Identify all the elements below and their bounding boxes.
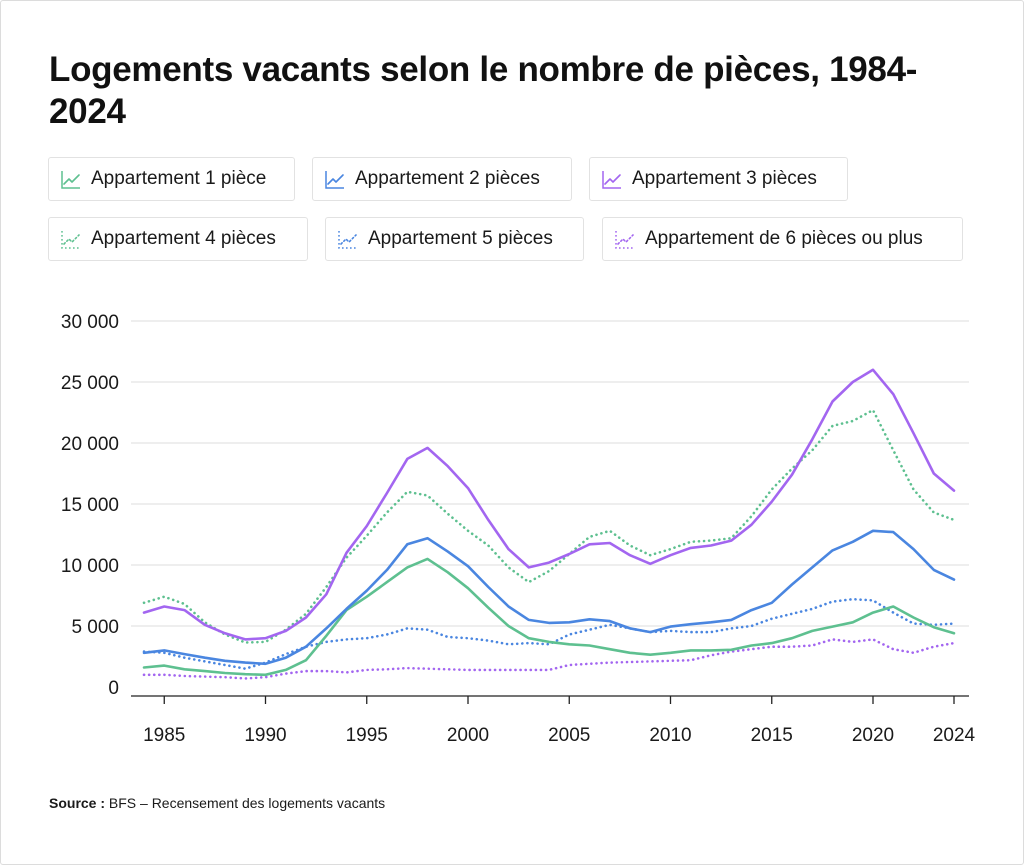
- legend-label: Appartement 5 pièces: [368, 228, 553, 249]
- series-line-4: [142, 408, 956, 644]
- x-tick-label: 1985: [143, 725, 185, 746]
- dotted-line-chart-icon: [615, 231, 634, 249]
- line-chart-icon: [325, 171, 344, 189]
- legend-label: Appartement 1 pièce: [91, 168, 267, 189]
- legend-item-3[interactable]: Appartement 3 pièces: [589, 157, 848, 201]
- legend-label: Appartement 4 pièces: [91, 228, 276, 249]
- y-tick-label: 25 000: [61, 373, 119, 394]
- line-chart-icon: [602, 171, 621, 189]
- y-tick-label: 15 000: [61, 495, 119, 516]
- legend-item-5[interactable]: Appartement 5 pièces: [325, 217, 584, 261]
- source-label: Source :: [49, 795, 106, 811]
- series-line-2: [142, 529, 956, 666]
- dotted-line-chart-icon: [61, 231, 80, 249]
- series-line-6: [142, 638, 956, 680]
- dotted-line-chart-icon: [338, 231, 357, 249]
- legend-label: Appartement 2 pièces: [355, 168, 540, 189]
- x-tick-label: 2000: [447, 725, 489, 746]
- y-tick-label: 20 000: [61, 434, 119, 455]
- x-tick-label: 2015: [751, 725, 793, 746]
- x-tick-label: 1995: [346, 725, 388, 746]
- series-line-5: [142, 597, 956, 671]
- legend-item-6[interactable]: Appartement de 6 pièces ou plus: [602, 217, 963, 261]
- series-line-3: [142, 368, 956, 641]
- line-chart: 0 5 000 10 000 15 000 20 000 25 000 30 000 198…: [61, 312, 976, 746]
- series-line-1: [142, 557, 956, 677]
- legend-item-2[interactable]: Appartement 2 pièces: [312, 157, 572, 201]
- line-chart-icon: [61, 171, 80, 189]
- legend-label: Appartement 3 pièces: [632, 168, 817, 189]
- y-tick-label: 30 000: [61, 312, 119, 333]
- y-tick-labels: 0 5 000 10 000 15 000 20 000 25 000 30 000: [61, 312, 119, 699]
- y-tick-label: 5 000: [71, 617, 119, 638]
- grid-lines: [131, 320, 969, 627]
- source-note: Source : BFS – Recensement des logements…: [49, 795, 385, 811]
- chart-title: Logements vacants selon le nombre de piè…: [49, 50, 918, 131]
- x-axis: 1985 1990 1995 2000 2005 2010 2015 2020 2024: [131, 695, 976, 746]
- legend-label: Appartement de 6 pièces ou plus: [645, 228, 923, 249]
- x-tick-label: 1990: [244, 725, 286, 746]
- series-lines: [142, 368, 956, 680]
- x-tick-label: 2024: [933, 725, 976, 746]
- y-tick-label: 10 000: [61, 556, 119, 577]
- legend-item-4[interactable]: Appartement 4 pièces: [48, 217, 308, 261]
- y-tick-label: 0: [108, 678, 119, 699]
- x-tick-label: 2005: [548, 725, 590, 746]
- x-tick-label: 2020: [852, 725, 894, 746]
- legend-item-1[interactable]: Appartement 1 pièce: [48, 157, 295, 201]
- source-text: BFS – Recensement des logements vacants: [108, 795, 386, 811]
- x-tick-label: 2010: [649, 725, 691, 746]
